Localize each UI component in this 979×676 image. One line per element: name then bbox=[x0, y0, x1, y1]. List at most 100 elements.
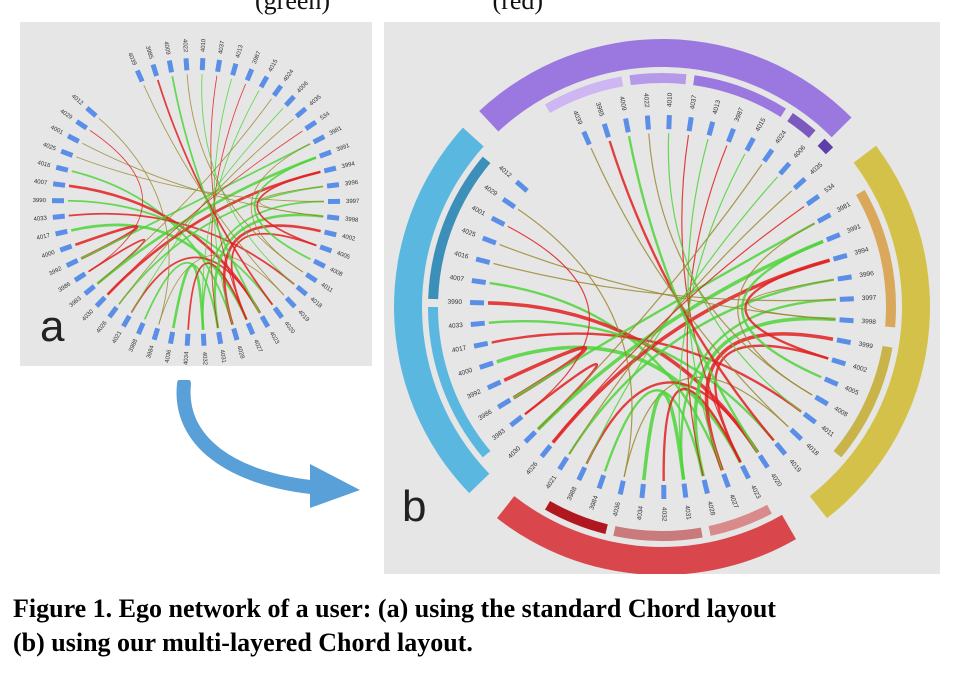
chord-b-node-tick bbox=[581, 130, 592, 146]
chord-a-link bbox=[187, 262, 248, 330]
chord-a-node-tick bbox=[245, 322, 256, 336]
chord-a-node-tick bbox=[200, 333, 207, 346]
chord-a-node-tick bbox=[312, 258, 326, 269]
chord-b-link bbox=[744, 259, 830, 360]
chord-b-link bbox=[642, 391, 686, 481]
chord-a-link bbox=[253, 156, 317, 261]
chord-b-node-label: 4026 bbox=[525, 460, 540, 476]
chord-b-node-tick bbox=[789, 427, 804, 441]
chord-b-node-label: 4035 bbox=[809, 161, 825, 176]
chord-a-node-label: 3981 bbox=[329, 125, 344, 137]
chord-b-link bbox=[603, 389, 705, 477]
chord-a-link bbox=[88, 129, 143, 272]
chord-b-node-tick bbox=[601, 123, 611, 138]
chord-a-node-label: 4027 bbox=[252, 339, 263, 354]
chord-a-node-tick bbox=[150, 63, 159, 77]
chord-b-node-label: 4015 bbox=[754, 117, 767, 133]
chord-b-node-label: 4005 bbox=[843, 385, 859, 397]
chord-a-node-label: 4006 bbox=[296, 80, 310, 94]
chord-b-node-label: 3983 bbox=[491, 427, 507, 442]
chord-a-node-tick bbox=[52, 181, 66, 188]
outer-arc-red bbox=[497, 496, 796, 574]
chord-b-node-tick bbox=[539, 444, 553, 459]
chord-b-link bbox=[512, 222, 816, 399]
chord-a-node-label: 3984 bbox=[146, 344, 156, 359]
chord-a-node-label: 4037 bbox=[218, 40, 226, 55]
chord-b-node-label: 4001 bbox=[470, 205, 486, 218]
chord-a-node-label: 3987 bbox=[252, 50, 263, 65]
outer-group-arcs bbox=[393, 39, 930, 574]
chord-b-node-tick bbox=[473, 340, 489, 349]
chord-b-link bbox=[507, 225, 590, 415]
chord-b-node-tick bbox=[774, 441, 788, 456]
chord-b-node-label: 4036 bbox=[612, 501, 622, 517]
chord-b-node-tick bbox=[681, 483, 689, 498]
chord-a-node-tick bbox=[284, 94, 296, 107]
chord-b-link bbox=[489, 281, 724, 471]
chord-a-node-label: 534 bbox=[319, 111, 331, 122]
chord-b-node-label: 3984 bbox=[589, 495, 600, 511]
panel-b-chord-diagram: 4039 3985 4009 4022 4010 4037 4013 3987 4015 4024… bbox=[384, 22, 940, 574]
chord-a-node-tick bbox=[216, 331, 224, 345]
chord-b-node-tick bbox=[514, 179, 529, 193]
chord-b-node-tick bbox=[471, 278, 487, 285]
chord-b-node-tick bbox=[475, 256, 491, 265]
chord-b-link bbox=[585, 381, 759, 465]
chord-b-node-label: 4009 bbox=[618, 96, 628, 112]
chord-b-node-label: 4006 bbox=[792, 144, 807, 160]
inner-arc bbox=[855, 190, 896, 328]
chord-b-node-tick bbox=[644, 115, 651, 130]
chord-b-node-tick bbox=[617, 480, 626, 495]
chord-a-node-tick bbox=[272, 306, 284, 320]
chord-a-node-tick bbox=[65, 258, 79, 268]
chord-a-node-tick bbox=[284, 296, 297, 309]
chord-a-node-tick bbox=[151, 327, 161, 341]
chord-b-node-label: 4020 bbox=[769, 472, 783, 488]
chord-b-node-label: 3987 bbox=[734, 106, 746, 122]
inner-arc bbox=[693, 75, 787, 118]
chord-b-node-label: 4017 bbox=[451, 345, 467, 355]
chord-a-node-tick bbox=[295, 284, 309, 297]
chord-b-node-tick bbox=[686, 116, 694, 132]
chord-a-node-tick bbox=[230, 62, 239, 76]
chord-b-node-label: 4000 bbox=[457, 367, 473, 378]
chord-b-node-tick bbox=[557, 456, 570, 471]
chord-a-node-label: 4034 bbox=[184, 351, 191, 365]
chord-b-node-tick bbox=[823, 376, 839, 387]
chord-a-node-tick bbox=[66, 133, 80, 144]
chord-b-node-label: 4033 bbox=[448, 322, 463, 330]
chord-diagram-standard: 4039 3985 4009 4022 4010 4037 4013 3987 40154024… bbox=[33, 38, 360, 366]
chord-b-nodes: 4039 3985 4009 4022 4010 4037 4013 3987 4015 4024… bbox=[448, 92, 877, 522]
chord-a-link bbox=[80, 143, 311, 260]
chord-b-links bbox=[488, 133, 836, 482]
chord-b-node-tick bbox=[837, 274, 853, 282]
chord-b-node-label: 4032 bbox=[660, 507, 667, 522]
chord-a-node-label: 4000 bbox=[41, 250, 56, 260]
chord-a-link bbox=[96, 156, 317, 285]
chord-b-node-label: 4039 bbox=[571, 110, 583, 126]
chord-a-node-tick bbox=[294, 106, 308, 119]
chord-b-node-label: 4023 bbox=[749, 484, 762, 500]
panel-b-label: b bbox=[402, 482, 427, 531]
chord-a-node-tick bbox=[323, 229, 337, 238]
chord-a-link bbox=[201, 200, 325, 330]
chord-b-node-label: 4011 bbox=[820, 425, 836, 439]
chord-a-node-tick bbox=[60, 148, 74, 158]
chord-a-node-label: 4012 bbox=[70, 94, 85, 108]
chord-diagram-multilayered: 4039 3985 4009 4022 4010 4037 4013 3987 4015 4024… bbox=[393, 39, 930, 574]
chord-b-node-tick bbox=[721, 473, 731, 488]
chord-a-node-label: 4021 bbox=[111, 330, 123, 345]
chord-a-link bbox=[82, 142, 324, 217]
chord-a-node-tick bbox=[166, 60, 175, 73]
chord-a-node-tick bbox=[136, 321, 146, 335]
chord-b-node-label: 4018 bbox=[805, 442, 821, 457]
chord-a-node-label: 4028 bbox=[235, 345, 245, 360]
chord-a-node-label: 4005 bbox=[336, 251, 351, 261]
chord-b-node-label: 4021 bbox=[545, 474, 559, 490]
chord-b-node-tick bbox=[623, 118, 631, 133]
chord-a-node-tick bbox=[184, 333, 191, 346]
chord-b-link bbox=[524, 363, 598, 431]
chord-a-node-tick bbox=[304, 119, 318, 131]
chord-b-node-label: 4027 bbox=[728, 493, 740, 509]
figure-caption: Figure 1. Ego network of a user: (a) usi… bbox=[13, 592, 963, 660]
